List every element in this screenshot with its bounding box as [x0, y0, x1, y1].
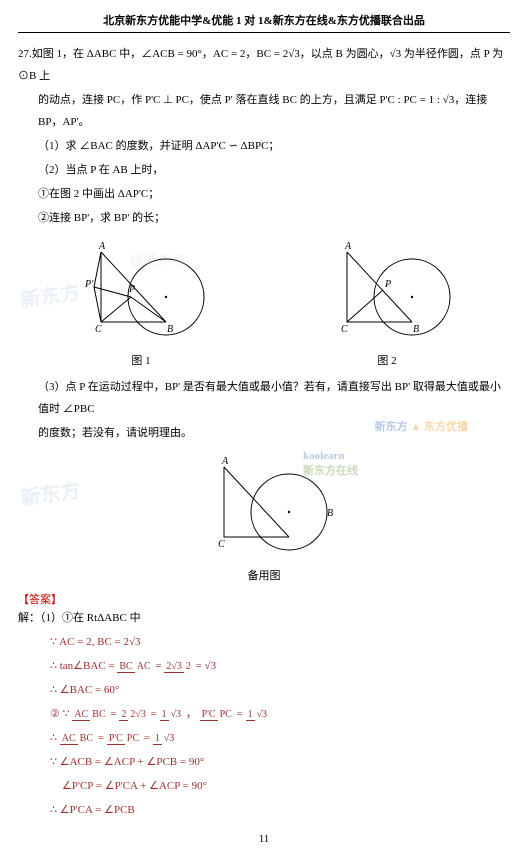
question-2b: ②连接 BP'，求 BP' 的长； — [18, 207, 510, 229]
s2f1d: AC — [135, 661, 153, 672]
sol-line-5: ∴ ACBC = P'CPC = 1√3 — [18, 727, 510, 749]
s2e2: = √3 — [196, 660, 217, 672]
figure-row-1: A P' P C B 图 1 A P C B 图 2 — [18, 237, 510, 368]
svg-text:A: A — [221, 456, 229, 467]
s4f2d: 2√3 — [128, 709, 148, 720]
sol-line-6: ∵ ∠ACB = ∠ACP + ∠PCB = 90° — [18, 751, 510, 773]
svg-text:A: A — [344, 241, 352, 252]
svg-text:C: C — [95, 324, 102, 335]
figure-2-caption: 图 2 — [317, 352, 457, 368]
svg-text:P: P — [128, 284, 135, 295]
s4f1d: BC — [90, 709, 107, 720]
s2a: ∴ tan∠BAC = — [50, 660, 117, 672]
question-2: （2）当点 P 在 AB 上时， — [18, 159, 510, 181]
question-1: （1）求 ∠BAC 的度数，并证明 ΔAP'C ∽ ΔBPC； — [18, 135, 510, 157]
figure-2-svg: A P C B — [317, 237, 457, 347]
figure-backup-caption: 备用图 — [189, 567, 339, 583]
s5f3n: 1 — [153, 733, 162, 745]
figure-row-2: A C B 备用图 — [18, 452, 510, 583]
sol-line-8: ∴ ∠P'CA = ∠PCB — [18, 799, 510, 821]
svg-text:P': P' — [84, 279, 94, 290]
svg-text:B: B — [413, 324, 419, 335]
problem-stem-1: 27.如图 1，在 ΔABC 中，∠ACB = 90°，AC = 2，BC = … — [18, 43, 510, 87]
figure-1-svg: A P' P C B — [71, 237, 211, 347]
s4a: ② ∵ — [50, 708, 72, 720]
s2f2d: 2 — [184, 661, 193, 672]
svg-text:B: B — [167, 324, 173, 335]
page-header: 北京新东方优能中学&优能 1 对 1&新东方在线&东方优播联合出品 — [18, 12, 510, 33]
s2f2n: 2√3 — [164, 661, 184, 673]
figure-1: A P' P C B 图 1 — [71, 237, 211, 368]
svg-text:A: A — [98, 241, 106, 252]
s4m3: ， — [186, 708, 197, 720]
question-3a: （3）点 P 在运动过程中，BP' 是否有最大值或最小值？若有，请直接写出 BP… — [18, 376, 510, 420]
s2e1: = — [155, 660, 164, 672]
s4f2n: 2 — [119, 709, 128, 721]
s5m2: = — [144, 732, 153, 744]
logo-1: 新东方 ▲ 东方优播 — [375, 418, 468, 434]
s4m2: = — [151, 708, 160, 720]
question-2a: ①在图 2 中画出 ΔAP'C； — [18, 183, 510, 205]
page-number: 11 — [18, 833, 510, 845]
svg-text:P: P — [384, 279, 391, 290]
s4f3n: 1 — [160, 709, 169, 721]
sol-line-2: ∴ tan∠BAC = BCAC = 2√32 = √3 — [18, 655, 510, 677]
s4f4n: P'C — [200, 709, 218, 721]
figure-2: A P C B 图 2 — [317, 237, 457, 368]
problem-stem-2: 的动点，连接 PC，作 P'C ⊥ PC，使点 P' 落在直线 BC 的上方，且… — [18, 89, 510, 133]
s5a: ∴ — [50, 732, 60, 744]
stem1-text: 如图 1，在 ΔABC 中，∠ACB = 90°，AC = 2，BC = 2√3… — [18, 48, 503, 82]
s5m: = — [98, 732, 107, 744]
problem-number: 27. — [18, 48, 32, 60]
s4f5d: √3 — [255, 709, 270, 720]
s5f3d: √3 — [162, 733, 177, 744]
svg-text:C: C — [218, 539, 225, 550]
svg-text:C: C — [341, 324, 348, 335]
answer-label: 【答案】 — [18, 591, 510, 607]
figure-1-caption: 图 1 — [71, 352, 211, 368]
sol-line-1: ∵ AC = 2, BC = 2√3 — [18, 631, 510, 653]
s4m1: = — [110, 708, 119, 720]
sol-line-0: 解：（1）①在 RtΔABC 中 — [18, 607, 510, 629]
s2f1n: BC — [117, 661, 134, 673]
s4f4d: PC — [218, 709, 234, 720]
s5f2d: PC — [125, 733, 141, 744]
s4m4: = — [237, 708, 246, 720]
sol-line-4: ② ∵ ACBC = 22√3 = 1√3 ， P'CPC = 1√3 — [18, 703, 510, 725]
s4f1n: AC — [72, 709, 90, 721]
s5f1d: BC — [78, 733, 95, 744]
svg-text:B: B — [327, 508, 333, 519]
s4f5n: 1 — [246, 709, 255, 721]
s5f1n: AC — [60, 733, 78, 745]
s4f3d: √3 — [169, 709, 184, 720]
logo-2: koolearn新东方在线 — [303, 450, 358, 478]
s5f2n: P'C — [107, 733, 125, 745]
sol-line-3: ∴ ∠BAC = 60° — [18, 679, 510, 701]
sol-line-7: ∠P'CP = ∠P'CA + ∠ACP = 90° — [18, 775, 510, 797]
